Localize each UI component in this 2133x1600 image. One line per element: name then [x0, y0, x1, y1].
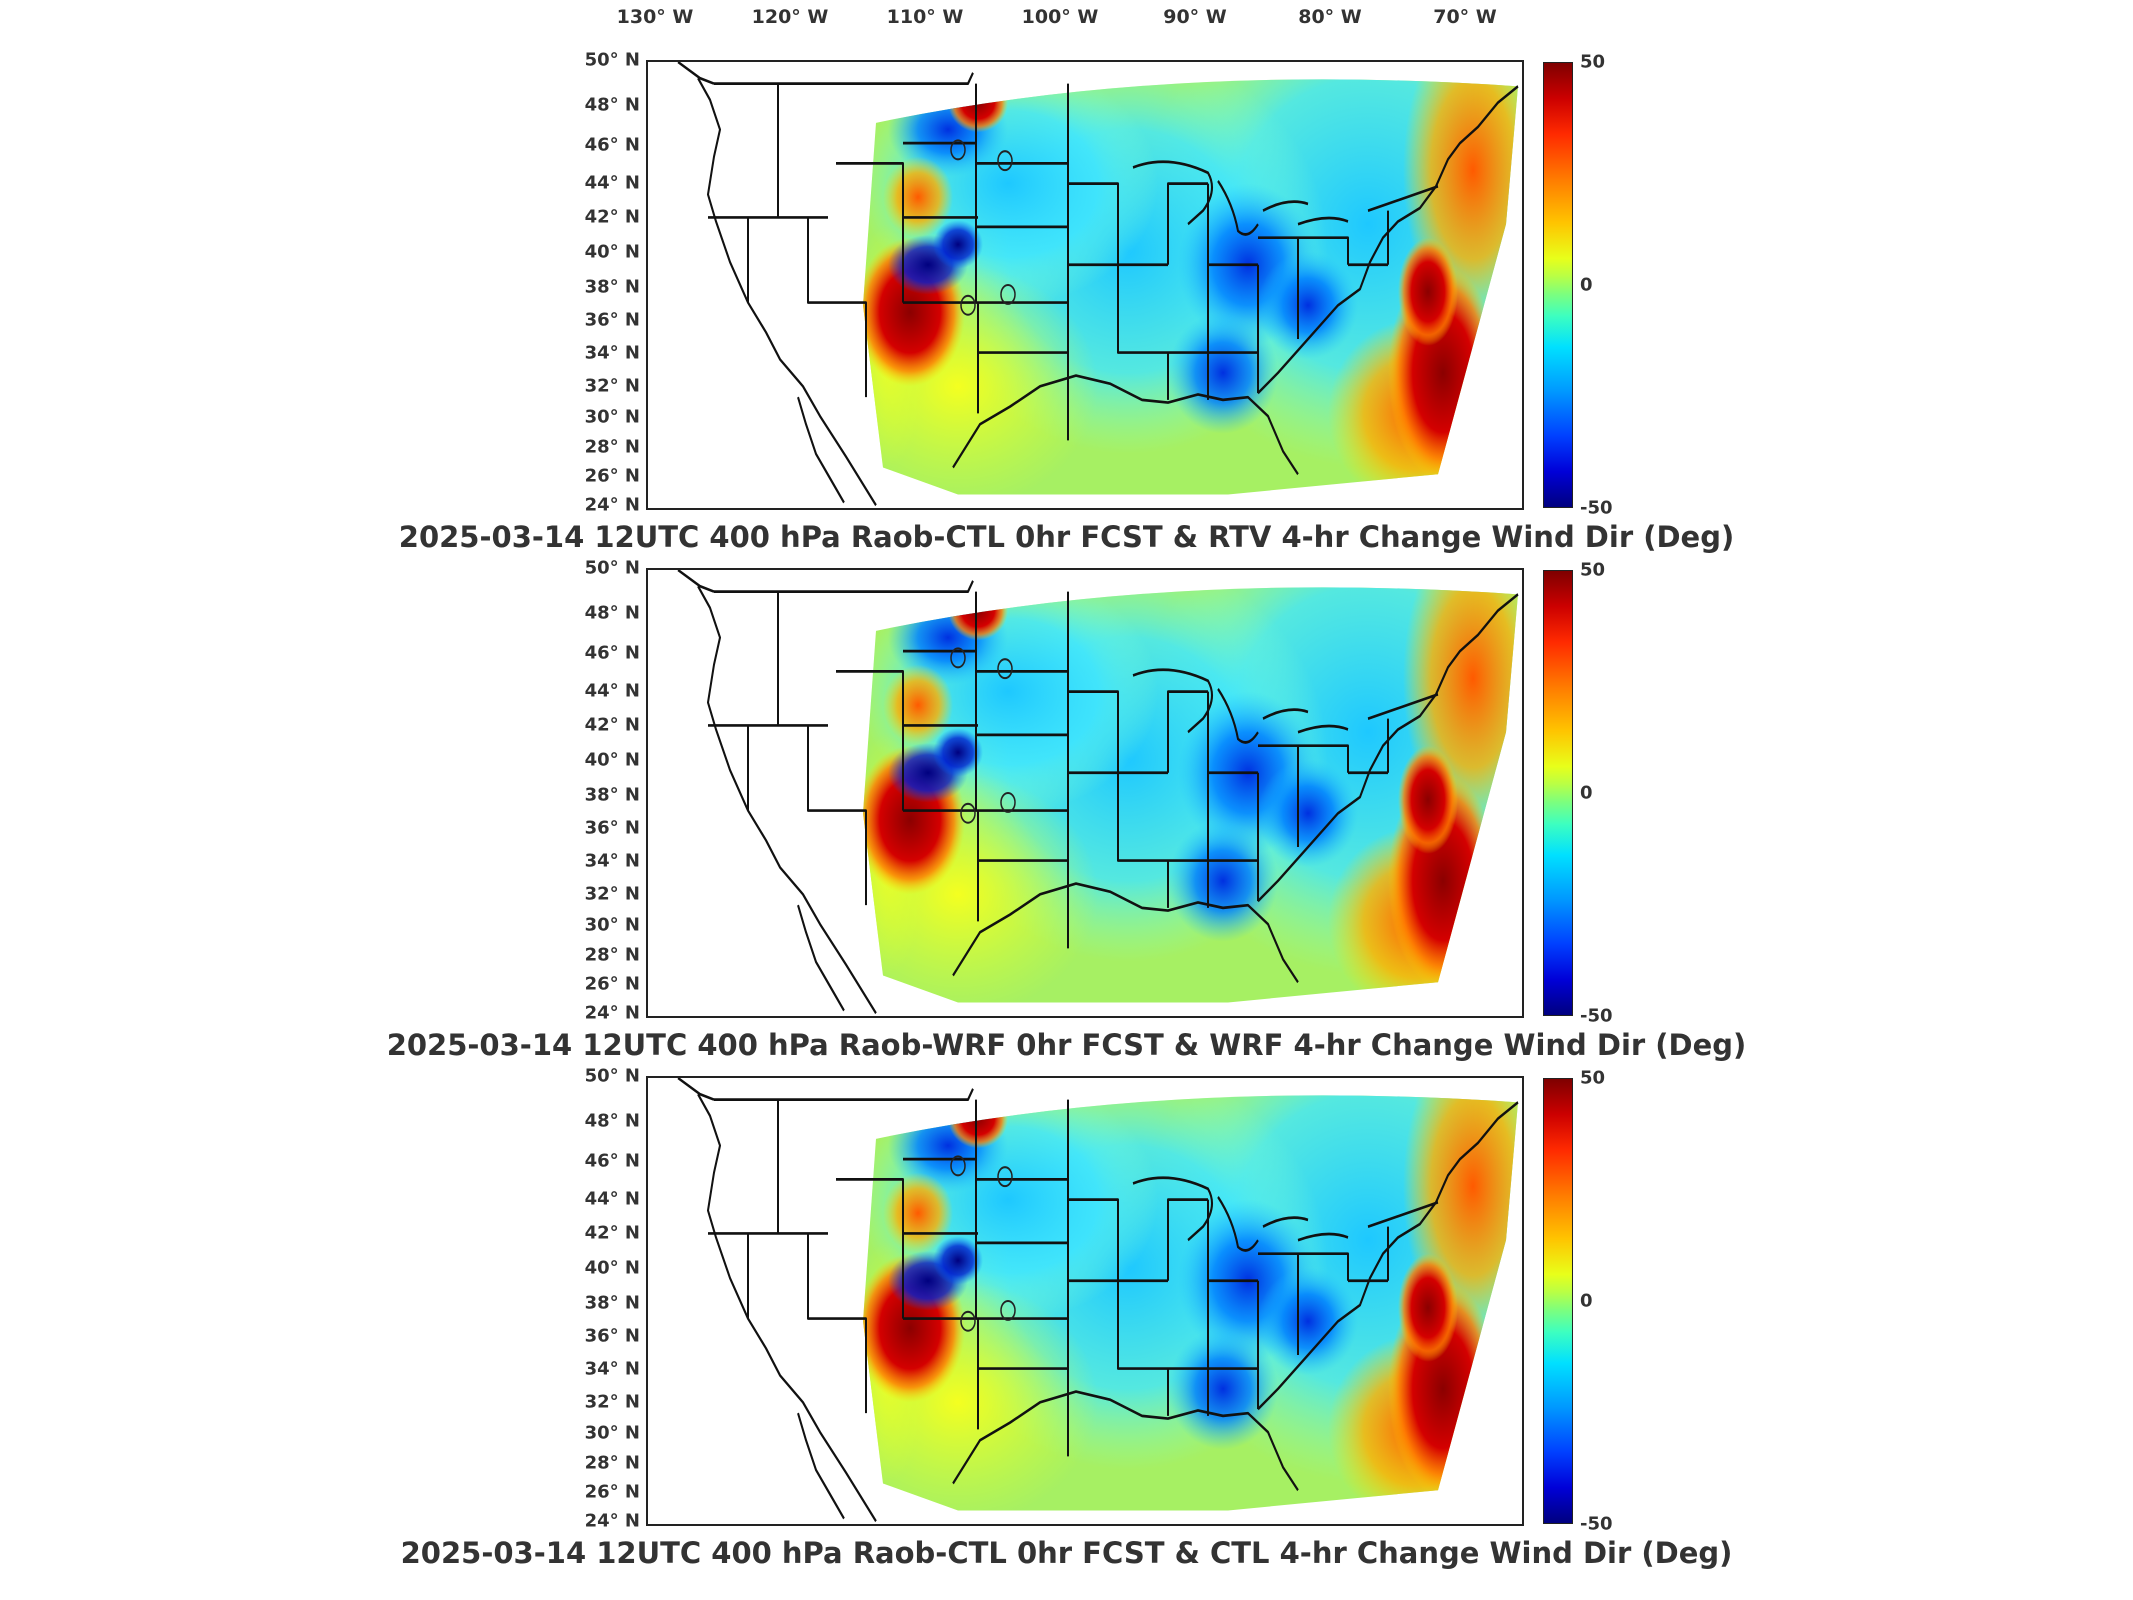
lat-label-50n: 50° N: [584, 557, 640, 579]
lat-label-26n: 26° N: [584, 973, 640, 995]
lat-label-48n: 48° N: [584, 602, 640, 624]
lat-label-36n: 36° N: [584, 309, 640, 331]
lon-label-120w: 120° W: [751, 6, 829, 28]
panel-title-2: 2025-03-14 12UTC 400 hPa Raob-WRF 0hr FC…: [386, 1028, 1747, 1062]
lat-label-42n: 42° N: [584, 1222, 640, 1244]
lat-label-46n: 46° N: [584, 642, 640, 664]
lat-label-32n: 32° N: [584, 1391, 640, 1413]
lat-label-46n: 46° N: [584, 134, 640, 156]
lat-label-24n: 24° N: [584, 1002, 640, 1024]
lat-label-30n: 30° N: [584, 406, 640, 428]
colorbar: [1543, 570, 1573, 1016]
colorbar-mid-label: 0: [1580, 274, 1593, 296]
lat-label-40n: 40° N: [584, 1257, 640, 1279]
colorbar-mid-label: 0: [1580, 782, 1593, 804]
lat-label-34n: 34° N: [584, 342, 640, 364]
lon-label-110w: 110° W: [886, 6, 964, 28]
lon-label-70w: 70° W: [1433, 6, 1497, 28]
wind-direction-map: [646, 1076, 1524, 1526]
lat-label-38n: 38° N: [584, 276, 640, 298]
lat-label-30n: 30° N: [584, 914, 640, 936]
colorbar: [1543, 1078, 1573, 1524]
colorbar: [1543, 62, 1573, 508]
lat-label-38n: 38° N: [584, 784, 640, 806]
lon-label-90w: 90° W: [1163, 6, 1227, 28]
lat-label-38n: 38° N: [584, 1292, 640, 1314]
wind-direction-map: [646, 568, 1524, 1018]
lat-label-50n: 50° N: [584, 1065, 640, 1087]
wind-direction-map: [646, 60, 1524, 510]
lat-label-44n: 44° N: [584, 680, 640, 702]
lon-label-130w: 130° W: [616, 6, 694, 28]
lat-label-28n: 28° N: [584, 436, 640, 458]
lon-label-100w: 100° W: [1021, 6, 1099, 28]
colorbar-max-label: 50: [1580, 1067, 1606, 1089]
panel-title-3: 2025-03-14 12UTC 400 hPa Raob-CTL 0hr FC…: [400, 1536, 1733, 1570]
lat-label-48n: 48° N: [584, 1110, 640, 1132]
colorbar-mid-label: 0: [1580, 1290, 1593, 1312]
longitude-axis: 130° W 120° W 110° W 100° W 90° W 80° W …: [0, 0, 2133, 40]
lat-label-48n: 48° N: [584, 94, 640, 116]
lat-label-40n: 40° N: [584, 749, 640, 771]
lat-label-50n: 50° N: [584, 49, 640, 71]
lat-label-44n: 44° N: [584, 1188, 640, 1210]
lat-label-28n: 28° N: [584, 1452, 640, 1474]
lat-label-36n: 36° N: [584, 817, 640, 839]
lat-label-40n: 40° N: [584, 241, 640, 263]
lat-label-42n: 42° N: [584, 714, 640, 736]
lat-label-42n: 42° N: [584, 206, 640, 228]
colorbar-max-label: 50: [1580, 559, 1606, 581]
lat-label-32n: 32° N: [584, 375, 640, 397]
colorbar-max-label: 50: [1580, 51, 1606, 73]
lat-label-24n: 24° N: [584, 494, 640, 516]
lat-label-24n: 24° N: [584, 1510, 640, 1532]
lat-label-26n: 26° N: [584, 465, 640, 487]
lat-label-28n: 28° N: [584, 944, 640, 966]
lat-label-32n: 32° N: [584, 883, 640, 905]
panel-title-1: 2025-03-14 12UTC 400 hPa Raob-CTL 0hr FC…: [398, 520, 1735, 554]
colorbar-min-label: -50: [1580, 1005, 1613, 1027]
colorbar-min-label: -50: [1580, 497, 1613, 519]
lat-label-34n: 34° N: [584, 1358, 640, 1380]
colorbar-min-label: -50: [1580, 1513, 1613, 1535]
lat-label-34n: 34° N: [584, 850, 640, 872]
lat-label-44n: 44° N: [584, 172, 640, 194]
lat-label-26n: 26° N: [584, 1481, 640, 1503]
lat-label-46n: 46° N: [584, 1150, 640, 1172]
lon-label-80w: 80° W: [1298, 6, 1362, 28]
lat-label-30n: 30° N: [584, 1422, 640, 1444]
lat-label-36n: 36° N: [584, 1325, 640, 1347]
